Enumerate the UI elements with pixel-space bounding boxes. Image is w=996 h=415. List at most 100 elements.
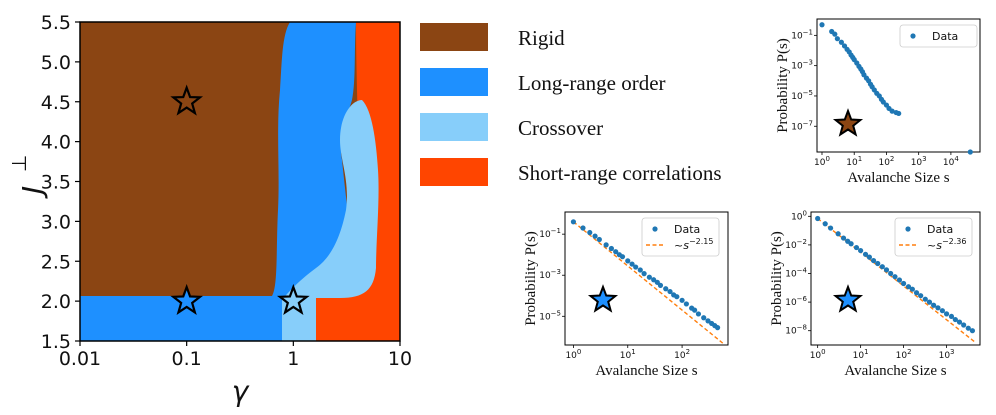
data-point: [580, 225, 586, 231]
data-point: [657, 282, 664, 288]
star-marker: [170, 283, 204, 316]
data-point: [838, 39, 844, 45]
data-point: [641, 271, 647, 277]
region-long-range: [80, 22, 356, 341]
data-point: [819, 22, 825, 28]
y-tick-label: 4.5: [41, 92, 71, 114]
data-point: [827, 225, 834, 231]
x-tick-label: 0.01: [59, 348, 101, 370]
x-tick-label: 1: [287, 348, 299, 370]
x-tick-label: 101: [846, 155, 862, 168]
data-point: [935, 305, 941, 311]
y-tick-label: 10−2: [785, 238, 807, 251]
data-point: [674, 294, 680, 300]
data-point: [866, 254, 872, 260]
y-tick-label: 10−4: [785, 267, 807, 280]
data-point: [619, 254, 626, 260]
legend-swatch-rigid: [420, 23, 488, 51]
data-point: [939, 308, 945, 314]
avalanche-plot-rigid: 100 101 102 103 104 10−1 10−3 10−5 10−7 Avalanche…: [775, 18, 981, 186]
legend-swatch-crossover: [420, 113, 488, 141]
legend-label-fit: ~s−2.15: [674, 237, 713, 252]
y-tick-label: 10−5: [539, 309, 561, 322]
data-point: [858, 247, 864, 254]
data-point: [596, 236, 602, 243]
x-tick-label: 101: [853, 348, 869, 361]
data-point: [900, 280, 907, 287]
legend-label-short-range: Short-range correlations: [518, 161, 722, 185]
data-point: [848, 241, 854, 247]
legend-marker: [910, 33, 916, 39]
data-point: [913, 290, 920, 296]
data-point: [629, 261, 635, 267]
legend-label-long-range: Long-range order: [518, 71, 666, 95]
data-point: [922, 296, 928, 302]
phase-legend: Rigid Long-range order Crossover Short-r…: [420, 23, 722, 186]
data-point: [613, 249, 619, 255]
marker-layer: [170, 84, 310, 316]
data-point: [870, 257, 877, 264]
y-axis-label: Probability P(s): [769, 231, 785, 326]
y-axis-label: Probability P(s): [775, 38, 791, 133]
x-tick-label: 102: [674, 348, 690, 361]
x-axis-label: Avalanche Size s: [595, 363, 697, 379]
data-point: [875, 260, 881, 267]
data-point: [651, 277, 657, 283]
data-point: [714, 325, 721, 331]
y-axis-label: Probability P(s): [523, 231, 539, 326]
legend-marker: [652, 226, 658, 232]
data-point: [888, 270, 894, 277]
data-point: [948, 313, 955, 320]
avalanche-plot-long-range-low-gamma: 100 101 102 10−1 10−3 10−5 Avalanche Size s Pro…: [523, 211, 729, 379]
data-point: [896, 277, 903, 283]
y-tick-label: 10−7: [791, 119, 813, 132]
data-point: [883, 267, 890, 273]
x-axis-label: Avalanche Size s: [844, 363, 946, 379]
data-point: [918, 293, 924, 299]
data-point: [683, 301, 689, 307]
data-point: [853, 244, 860, 251]
data-point: [705, 318, 711, 324]
y-tick-label: 100: [791, 209, 807, 222]
data-point: [956, 319, 963, 325]
y-tick-label: 10−1: [791, 28, 813, 41]
y-tick-label: 5.0: [41, 52, 71, 74]
y-axis-label: J: [16, 186, 49, 199]
x-axis-label: Avalanche Size s: [847, 170, 949, 186]
data-point: [822, 221, 828, 227]
star-marker: [170, 84, 204, 116]
data-point: [961, 322, 967, 328]
x-tick-label: 0.1: [172, 348, 202, 370]
data-point: [587, 229, 593, 236]
data-point: [965, 325, 971, 331]
y-tick-label: 10−1: [539, 227, 561, 240]
x-tick-label: 100: [814, 155, 830, 168]
x-tick-label: 10: [388, 348, 412, 370]
data-point: [967, 149, 973, 155]
data-point: [679, 297, 685, 303]
region-crossover: [282, 100, 379, 341]
x-axis-label: γ: [232, 375, 250, 408]
data-point: [667, 288, 673, 295]
legend-label-data: Data: [927, 223, 953, 236]
star-marker: [587, 284, 619, 313]
data-point: [909, 286, 915, 292]
legend-label-fit: ~s−2.36: [927, 237, 966, 252]
data-point: [931, 302, 937, 308]
x-tick-label: 101: [620, 348, 636, 361]
x-tick-label: 100: [810, 348, 826, 361]
legend-label-rigid: Rigid: [518, 26, 565, 50]
y-tick-label: 3.5: [41, 172, 71, 194]
star-marker: [832, 108, 864, 137]
y-tick-label: 3.0: [41, 211, 71, 233]
data-point: [625, 258, 631, 264]
legend-swatch-long-range: [420, 68, 488, 96]
x-tick-label: 102: [896, 348, 912, 361]
x-tick-label: 103: [911, 155, 927, 168]
data-point: [570, 219, 577, 225]
legend-label-data: Data: [674, 223, 700, 236]
data-point: [633, 264, 639, 270]
data-point: [815, 215, 821, 222]
y-tick-label: 10−5: [791, 89, 813, 102]
